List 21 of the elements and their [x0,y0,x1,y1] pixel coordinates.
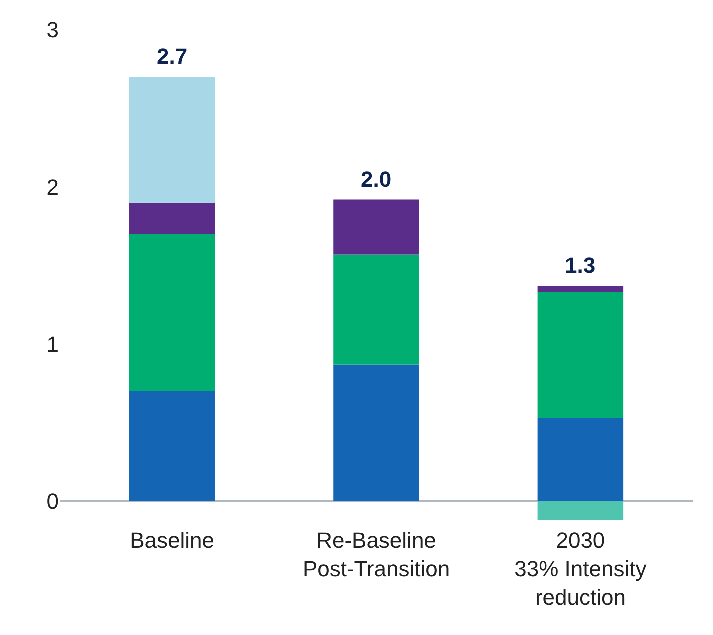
bar [538,286,624,292]
y-tick-label: 2 [46,174,59,200]
total-label: 1.3 [565,253,596,278]
bar [334,200,420,255]
x-tick-label: Baseline [130,528,215,553]
bar [334,254,420,365]
total-label: 2.0 [361,167,392,192]
bar [129,77,216,203]
bar [538,418,624,502]
bar [538,501,624,520]
y-tick-label: 3 [46,18,59,43]
y-tick-label: 0 [46,489,59,514]
x-tick-label: Re-Baseline Post-Transition [302,528,450,582]
bar [538,292,624,418]
bar [129,391,216,502]
x-tick-label: 2030 33% Intensity reduction [514,528,647,610]
bar [129,234,216,392]
bar [129,202,216,234]
bar [334,364,420,502]
y-tick-label: 1 [46,332,59,357]
total-label: 2.7 [157,44,188,69]
